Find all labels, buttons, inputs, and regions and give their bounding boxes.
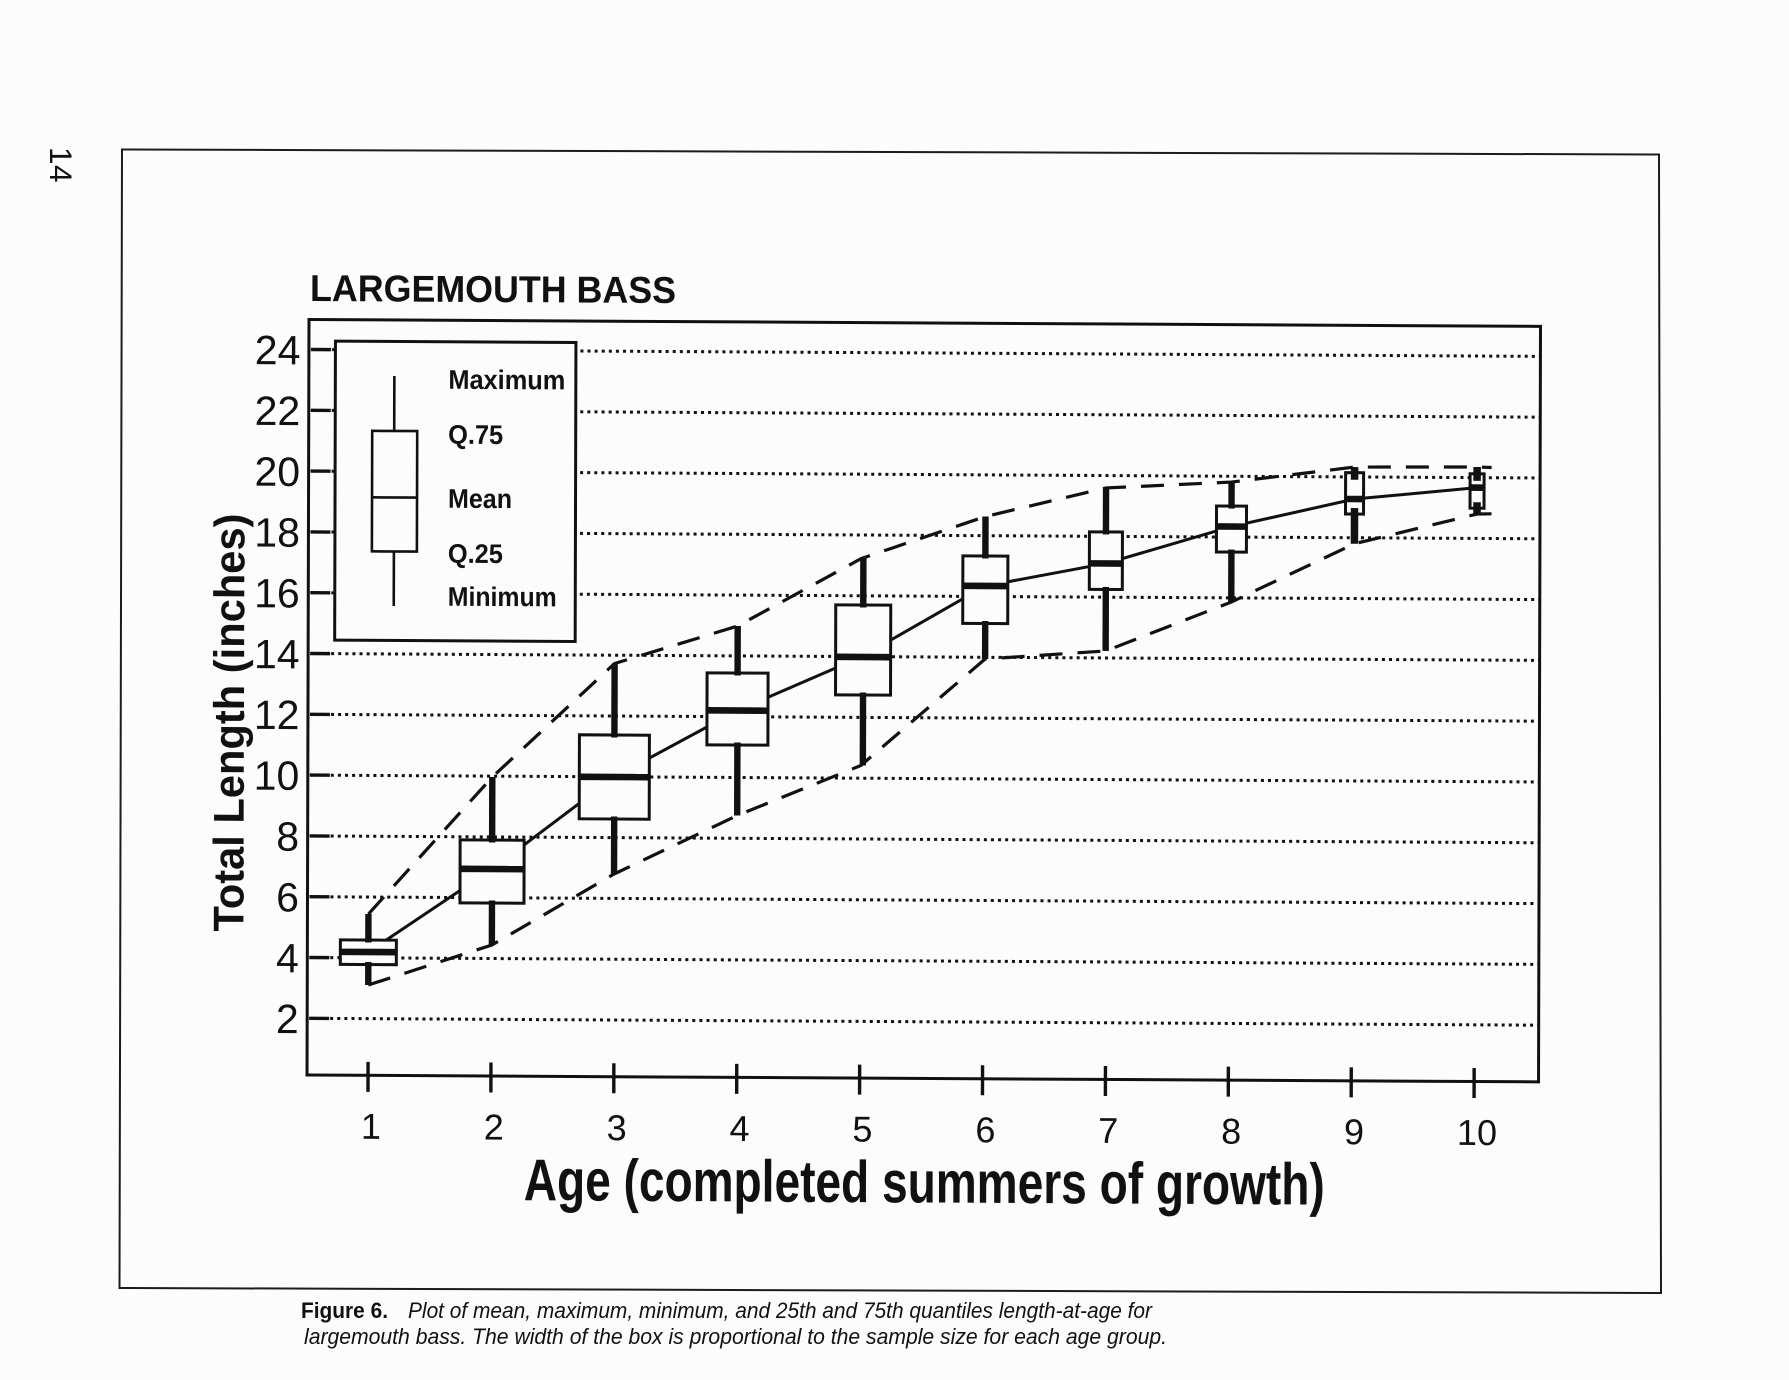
svg-text:20: 20	[254, 449, 300, 495]
svg-text:Plot of mean, maximum, minimum: Plot of mean, maximum, minimum, and 25th…	[408, 1298, 1154, 1323]
svg-text:Maximum: Maximum	[448, 365, 565, 396]
svg-text:Q.75: Q.75	[448, 420, 503, 450]
svg-text:Total Length (inches): Total Length (inches)	[205, 513, 254, 931]
svg-text:Minimum: Minimum	[448, 582, 557, 613]
svg-text:Mean: Mean	[448, 484, 512, 514]
svg-text:Figure 6.: Figure 6.	[301, 1298, 388, 1323]
svg-text:16: 16	[254, 570, 300, 616]
svg-text:18: 18	[254, 509, 300, 555]
svg-text:7: 7	[1098, 1110, 1118, 1151]
svg-text:largemouth bass. The width of: largemouth bass. The width of the box is…	[304, 1324, 1167, 1349]
svg-text:9: 9	[1344, 1111, 1364, 1152]
svg-text:6: 6	[975, 1109, 995, 1150]
svg-text:12: 12	[254, 692, 300, 738]
svg-text:4: 4	[276, 935, 299, 981]
svg-text:14: 14	[254, 631, 300, 677]
svg-text:Age (completed summers of grow: Age (completed summers of growth)	[524, 1147, 1325, 1217]
svg-text:6: 6	[276, 874, 299, 920]
svg-text:22: 22	[255, 388, 301, 434]
svg-text:2: 2	[484, 1106, 504, 1147]
svg-text:8: 8	[1221, 1111, 1241, 1152]
svg-text:14: 14	[43, 147, 79, 183]
svg-text:5: 5	[852, 1109, 872, 1150]
svg-text:Q.25: Q.25	[448, 539, 503, 569]
svg-text:2: 2	[276, 996, 299, 1042]
svg-text:24: 24	[255, 327, 301, 373]
svg-text:LARGEMOUTH BASS: LARGEMOUTH BASS	[310, 267, 676, 311]
svg-text:8: 8	[276, 814, 299, 860]
svg-text:4: 4	[730, 1108, 750, 1149]
svg-text:10: 10	[254, 753, 300, 799]
svg-text:3: 3	[607, 1107, 627, 1148]
svg-text:10: 10	[1457, 1112, 1497, 1153]
svg-text:1: 1	[361, 1106, 381, 1147]
